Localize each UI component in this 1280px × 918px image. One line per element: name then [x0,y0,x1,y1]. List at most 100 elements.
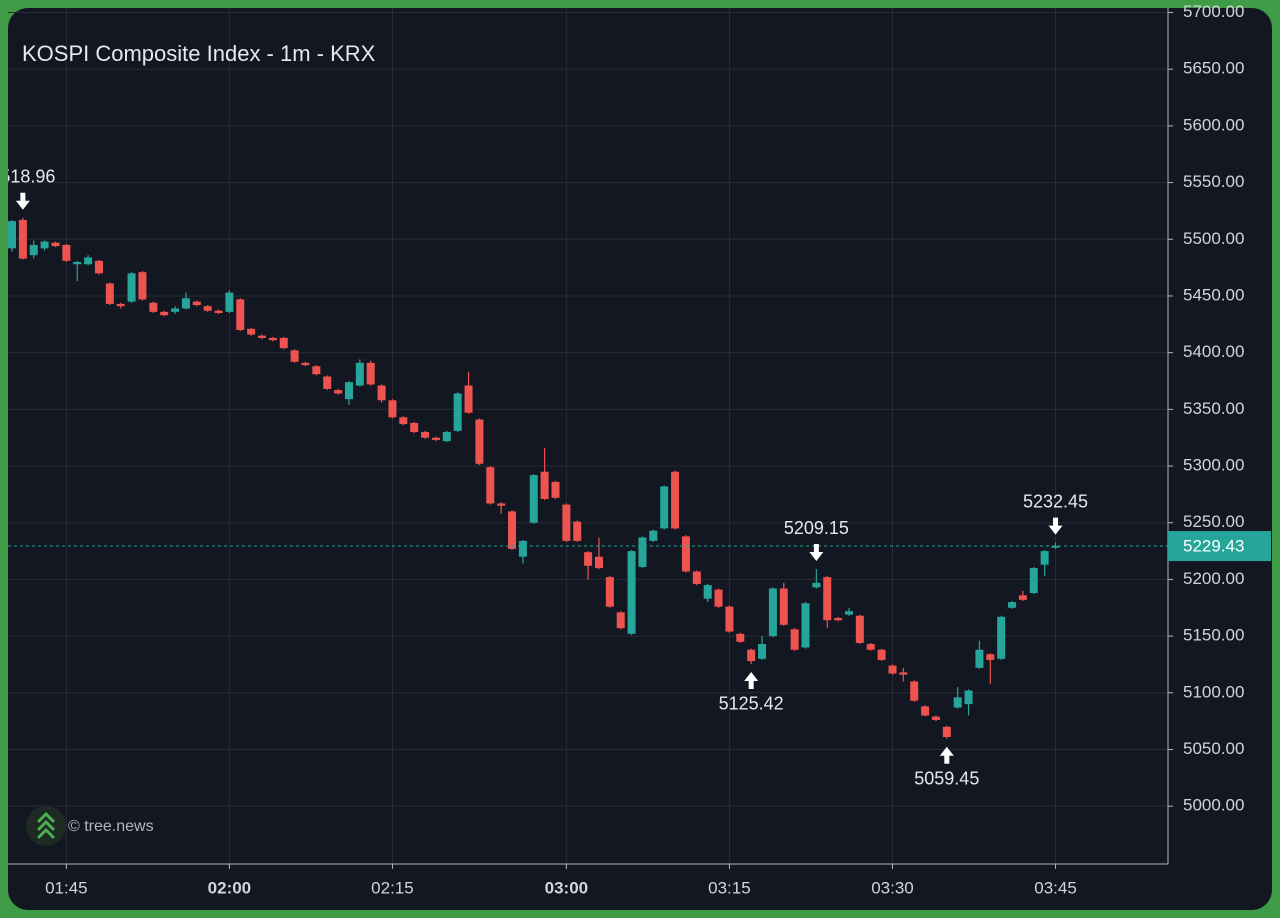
candle-body [508,511,517,549]
y-tick-label: 5150.00 [1183,626,1244,645]
candle-body [681,536,690,572]
y-tick-label: 5600.00 [1183,115,1244,134]
grid [8,8,1168,864]
candle-body [551,481,560,498]
candle-body [660,486,669,529]
candle-body [638,537,647,567]
candle-body [84,257,93,265]
candle-body [953,697,962,708]
candle-body [692,571,701,584]
candle-body [442,432,451,442]
candle-body [975,649,984,668]
candle-body [801,603,810,648]
y-tick-label: 5050.00 [1183,739,1244,758]
candle-body [605,577,614,607]
candle-body [714,589,723,607]
y-tick-label: 5200.00 [1183,569,1244,588]
candle-body [855,615,864,643]
candle-body [366,362,375,385]
x-tick-label: 02:00 [208,878,251,897]
last-price-badge [1168,531,1271,562]
candle-body [997,616,1006,659]
annotation-arrow [939,746,954,764]
x-tick-label: 03:30 [871,878,914,897]
chart-title: KOSPI Composite Index - 1m - KRX [22,41,376,66]
candle-body [290,350,299,362]
candle-body [877,649,886,660]
candle-body [29,244,38,256]
x-tick-label: 03:15 [708,878,751,897]
candle-body [51,242,60,247]
candle-body [540,471,549,499]
annotation-label: 5518.96 [0,167,55,187]
annotation-label: 5125.42 [719,694,784,714]
y-tick-label: 5250.00 [1183,512,1244,531]
candle-body [649,530,658,541]
candle-body [942,726,951,738]
annotation-arrow [15,192,30,210]
candle-body [486,467,495,504]
candle-body [921,706,930,716]
candle-body [627,551,636,634]
candle-body [181,298,190,309]
logo-chevrons [36,811,56,840]
candle-body [127,273,136,302]
chart-background [8,8,1272,910]
annotation-arrow [809,544,824,562]
candle-body [8,221,16,249]
candle-body [377,385,386,401]
candle-body [149,302,158,312]
candle-body [910,681,919,701]
candle-body [616,612,625,629]
candle-body [236,299,245,330]
candle-body [747,649,756,662]
candle-body [964,690,973,705]
candle-body [888,665,897,674]
candle-body [1051,546,1060,548]
annotation-label: 5209.15 [784,518,849,538]
candle-body [214,310,223,313]
annotation-label: 5232.45 [1023,491,1088,511]
candle-body [758,644,767,659]
candle-body [1018,595,1027,600]
candle-body [258,335,267,338]
y-tick-label: 5700.00 [1183,2,1244,21]
candle-body [105,283,114,304]
candle-body [497,503,506,506]
candle-body [410,422,419,433]
candle-body [334,390,343,394]
candle-body [355,362,364,386]
candle-body [388,400,397,418]
x-tick-label: 01:45 [45,878,88,897]
candle-body [671,471,680,529]
y-tick-label: 5100.00 [1183,682,1244,701]
candle-body [138,272,147,300]
candle-body [399,417,408,425]
candle-body [301,362,310,366]
candle-body [268,337,277,341]
y-tick-label: 5000.00 [1183,796,1244,815]
candle-body [344,382,353,400]
candle-body [323,376,332,389]
candle-body [812,582,821,588]
candle-body [431,437,440,440]
annotation-arrow [1048,517,1063,535]
y-tick-label: 5400.00 [1183,342,1244,361]
candle-body [986,654,995,660]
annotation-arrow [744,671,759,689]
candle-body [529,475,538,523]
candle-body [1040,551,1049,565]
candle-body [931,716,940,721]
x-tick-label: 03:45 [1034,878,1077,897]
candle-body [312,366,321,375]
candle-body [475,419,484,464]
candle-body [562,504,571,541]
candle-body [866,644,875,650]
candle-body [1008,602,1017,608]
y-tick-label: 5500.00 [1183,229,1244,248]
candle-body [584,552,593,566]
candle-body [790,629,799,650]
watermark-logo [26,806,66,846]
